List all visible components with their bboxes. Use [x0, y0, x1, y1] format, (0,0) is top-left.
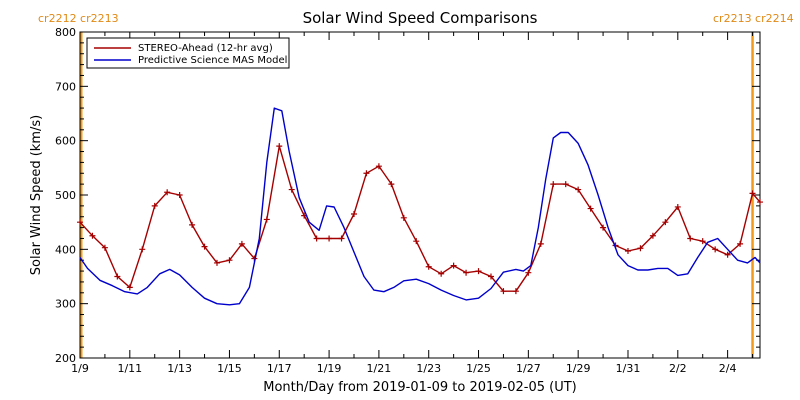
y-tick-label: 600 [55, 135, 76, 148]
data-point-stereo-ahead [313, 235, 320, 242]
legend-label-stereo: STEREO-Ahead (12-hr avg) [138, 43, 273, 54]
x-tick-label: 1/29 [566, 362, 591, 375]
data-point-stereo-ahead [326, 235, 333, 242]
data-point-stereo-ahead [189, 221, 196, 228]
data-point-stereo-ahead [164, 189, 171, 196]
data-point-stereo-ahead [338, 235, 345, 242]
x-tick-label: 2/4 [719, 362, 737, 375]
data-point-stereo-ahead [438, 270, 445, 277]
x-tick-label: 1/13 [167, 362, 192, 375]
data-point-stereo-ahead [600, 224, 607, 231]
axis-ticks-layer: 200 300 400 500 600 700 800 1/9 1/11 1/13 1/15 1/17… [55, 26, 760, 375]
data-point-stereo-ahead [463, 269, 470, 276]
data-point-stereo-ahead [562, 181, 569, 188]
data-point-stereo-ahead [737, 240, 744, 247]
data-point-stereo-ahead [126, 284, 133, 291]
data-point-stereo-ahead [475, 268, 482, 275]
data-point-stereo-ahead [624, 247, 631, 254]
y-axis-label: Solar Wind Speed (km/s) [29, 115, 44, 275]
data-point-stereo-ahead [587, 205, 594, 212]
y-tick-label: 800 [55, 26, 76, 39]
data-point-stereo-ahead [450, 262, 457, 269]
x-tick-label: 1/11 [117, 362, 142, 375]
data-point-stereo-ahead [649, 232, 656, 239]
data-point-stereo-ahead [288, 186, 295, 193]
data-point-stereo-ahead [537, 240, 544, 247]
data-point-stereo-ahead [226, 257, 233, 264]
data-point-stereo-ahead [425, 263, 432, 270]
data-point-stereo-ahead [363, 170, 370, 177]
x-tick-label: 1/19 [317, 362, 342, 375]
x-tick-label: 1/9 [71, 362, 89, 375]
series-line-stereo-ahead [79, 145, 761, 292]
data-point-stereo-ahead [276, 143, 283, 150]
data-point-stereo-ahead [724, 251, 731, 258]
data-point-stereo-ahead [201, 243, 208, 250]
data-point-stereo-ahead [413, 238, 420, 245]
x-tick-label: 1/17 [267, 362, 292, 375]
series-line-mas-model [79, 107, 761, 306]
legend: STEREO-Ahead (12-hr avg) Predictive Scie… [86, 37, 290, 69]
data-point-stereo-ahead [213, 259, 220, 266]
data-point-stereo-ahead [575, 186, 582, 193]
data-point-stereo-ahead [151, 202, 158, 209]
x-axis-label: Month/Day from 2019-01-09 to 2019-02-05 … [263, 380, 576, 395]
data-point-stereo-ahead [114, 273, 121, 280]
data-point-stereo-ahead [388, 181, 395, 188]
carrington-rotation-right-label: cr2213 cr2214 [713, 12, 794, 25]
data-point-stereo-ahead [674, 203, 681, 210]
data-point-stereo-ahead [176, 192, 183, 198]
data-point-stereo-ahead [512, 288, 519, 295]
data-point-stereo-ahead [712, 246, 719, 253]
x-tick-label: 1/21 [367, 362, 392, 375]
carrington-rotation-left-label: cr2212 cr2213 [38, 12, 119, 25]
data-point-stereo-ahead [637, 245, 644, 252]
y-tick-label: 200 [55, 352, 76, 365]
data-point-stereo-ahead [101, 244, 108, 251]
x-tick-label: 1/31 [616, 362, 641, 375]
data-point-stereo-ahead [757, 199, 763, 206]
x-tick-label: 1/15 [217, 362, 242, 375]
data-point-stereo-ahead [375, 163, 382, 170]
y-tick-label: 700 [55, 80, 76, 93]
data-point-stereo-ahead [525, 269, 532, 276]
y-tick-label: 500 [55, 189, 76, 202]
data-point-stereo-ahead [350, 211, 357, 218]
chart-title: Solar Wind Speed Comparisons [303, 9, 538, 27]
data-point-stereo-ahead [77, 219, 83, 226]
data-point-stereo-ahead [550, 181, 557, 188]
data-point-stereo-ahead [89, 232, 96, 239]
legend-label-model: Predictive Science MAS Model [138, 55, 287, 66]
series-layer [77, 107, 763, 306]
data-point-stereo-ahead [500, 288, 507, 295]
y-tick-label: 300 [55, 298, 76, 311]
legend-box [86, 37, 290, 69]
data-point-stereo-ahead [662, 219, 669, 226]
data-point-stereo-ahead [263, 216, 270, 223]
data-point-stereo-ahead [749, 190, 756, 197]
x-tick-label: 2/2 [669, 362, 687, 375]
data-point-stereo-ahead [400, 214, 407, 221]
data-point-stereo-ahead [699, 238, 706, 245]
x-tick-label: 1/25 [466, 362, 491, 375]
x-tick-label: 1/23 [416, 362, 441, 375]
data-point-stereo-ahead [238, 240, 245, 247]
data-point-stereo-ahead [487, 273, 494, 280]
data-point-stereo-ahead [139, 246, 146, 253]
x-tick-label: 1/27 [516, 362, 541, 375]
data-point-stereo-ahead [687, 235, 694, 242]
y-tick-label: 400 [55, 243, 76, 256]
